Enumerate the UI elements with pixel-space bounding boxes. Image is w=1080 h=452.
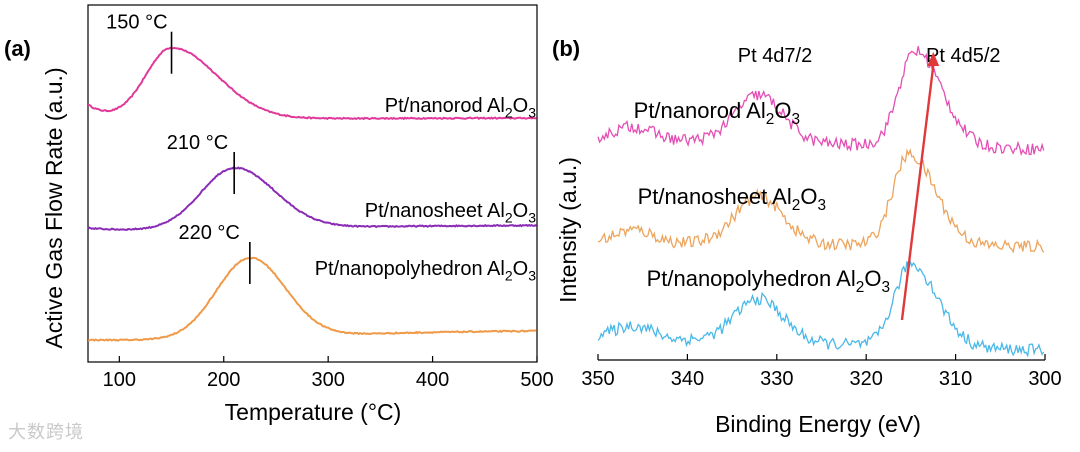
panel-b-series-label: Pt/nanosheet Al2O3 xyxy=(638,184,826,214)
panel-b-series-label-sub2: 3 xyxy=(881,279,890,296)
panel-a-series-label-tail: O xyxy=(513,95,529,117)
panel-a-series-line xyxy=(87,46,537,121)
panel-b-label: (b) xyxy=(552,36,580,61)
panel-a-label: (a) xyxy=(4,36,31,61)
panel-b-series-label-tail: O xyxy=(800,184,817,209)
panel-b-series-label-sub: 2 xyxy=(766,111,775,128)
panel-b-xtick-label: 340 xyxy=(671,368,704,390)
watermark: 大数跨境 xyxy=(8,422,84,443)
panel-b-series-label-sub: 2 xyxy=(856,279,865,296)
panel-a-series-label-sub2: 3 xyxy=(528,105,536,121)
panel-b-shift-arrow xyxy=(900,52,940,321)
panel-a-series-label-sub: 2 xyxy=(505,105,513,121)
panel-b-xtick-label: 300 xyxy=(1028,368,1061,390)
panel-a-series-line xyxy=(87,166,537,231)
panel-a-xtick-label: 300 xyxy=(311,369,344,391)
panel-b-series xyxy=(597,46,1045,358)
panel-a-series-label: Pt/nanosheet Al2O3 xyxy=(365,200,536,226)
panel-a-series-label-main: Pt/nanorod Al xyxy=(385,95,505,117)
panel-b-series-label-main: Pt/nanopolyhedron Al xyxy=(647,266,856,291)
panel-b-xtick-label: 330 xyxy=(760,368,793,390)
panel-b-series-label: Pt/nanopolyhedron Al2O3 xyxy=(647,266,890,296)
panel-a-series-label-tail: O xyxy=(513,258,529,280)
panel-a-series-label-sub: 2 xyxy=(505,210,513,226)
panel-b-series-label-sub: 2 xyxy=(792,197,801,214)
panel-a: (a) Active Gas Flow Rate (a.u.) Temperat… xyxy=(4,4,554,425)
panel-b-arrow-head xyxy=(927,52,940,66)
panel-a-frame xyxy=(87,4,538,363)
panel-a-series-label-main: Pt/nanopolyhedron Al xyxy=(315,258,505,280)
panel-b-series-label: Pt/nanorod Al2O3 xyxy=(634,98,800,128)
panel-a-xtick-label: 400 xyxy=(416,369,449,391)
panel-a-series-line xyxy=(87,256,537,342)
panel-b-xtick-label: 320 xyxy=(850,368,883,390)
panel-a-series-label-sub: 2 xyxy=(505,268,513,284)
panel-b-series-line xyxy=(597,46,1045,157)
panel-a-series xyxy=(87,46,537,342)
panel-b-series-label-sub2: 3 xyxy=(791,111,800,128)
panel-b-series-label-main: Pt/nanosheet Al xyxy=(638,184,792,209)
panel-b-series-label-main: Pt/nanorod Al xyxy=(634,98,766,123)
panel-b-ylabel: Intensity (a.u.) xyxy=(555,157,581,303)
panel-a-series-label: Pt/nanopolyhedron Al2O3 xyxy=(315,258,537,284)
panel-b-xtick-label: 350 xyxy=(581,368,614,390)
panel-a-xtick-label: 500 xyxy=(520,369,553,391)
panel-a-xtick-label: 200 xyxy=(207,369,240,391)
panel-a-series-label: Pt/nanorod Al2O3 xyxy=(385,95,536,121)
panel-a-peak-label: 210 °C xyxy=(167,132,228,154)
panel-a-peak-label: 150 °C xyxy=(106,12,167,34)
panel-a-series-label-sub2: 3 xyxy=(528,268,536,284)
pt-4d72-annotation: Pt 4d7/2 xyxy=(738,45,813,67)
panel-a-peak-annotations: 150 °C 210 °C 220 °C xyxy=(106,12,251,284)
panel-a-axes xyxy=(87,4,538,363)
panel-b-series-line xyxy=(597,148,1045,254)
panel-b-series-label-sub2: 3 xyxy=(817,197,826,214)
panel-a-series-label-sub2: 3 xyxy=(528,210,536,226)
panel-a-series-label-tail: O xyxy=(513,200,529,222)
panel-a-xtick-label: 100 xyxy=(103,369,136,391)
panel-b-ticks: 350 340 330 320 310 300 xyxy=(581,354,1062,390)
panel-b-xtick-label: 310 xyxy=(939,368,972,390)
panel-b: (b) Intensity (a.u.) Binding Energy (eV)… xyxy=(552,36,1062,437)
panel-a-ylabel: Active Gas Flow Rate (a.u.) xyxy=(41,67,67,348)
pt-4d52-annotation: Pt 4d5/2 xyxy=(926,45,1001,67)
panel-b-xlabel: Binding Energy (eV) xyxy=(715,411,921,437)
panel-b-series-label-tail: O xyxy=(864,266,881,291)
panel-b-arrow-shaft xyxy=(900,65,935,321)
panel-a-series-label-main: Pt/nanosheet Al xyxy=(365,200,505,222)
panel-b-series-line xyxy=(597,259,1045,358)
panel-a-peak-label: 220 °C xyxy=(178,222,239,244)
panel-a-ticks: 100 200 300 400 500 xyxy=(103,356,554,391)
panel-b-series-label-tail: O xyxy=(774,98,791,123)
panel-a-xlabel: Temperature (°C) xyxy=(225,399,402,425)
